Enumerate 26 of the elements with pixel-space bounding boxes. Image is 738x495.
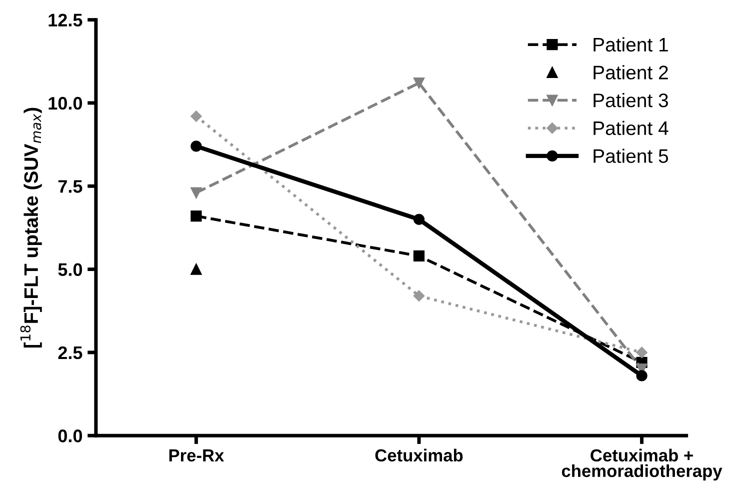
y-tick-label: 7.5: [58, 180, 82, 193]
legend-label: Patient 2: [594, 65, 668, 80]
legend-label: Patient 3: [594, 92, 668, 108]
point: [190, 110, 202, 122]
x-tick-label: Cetuximab: [375, 448, 463, 462]
legend-label: Patient 1: [594, 37, 668, 52]
point: [413, 214, 425, 225]
point: [413, 77, 425, 89]
y-tick-label: 5.0: [58, 263, 82, 276]
point: [190, 264, 202, 275]
x-tick-label: Pre-Rx: [169, 449, 224, 462]
y-tick-label: 0.0: [58, 430, 82, 442]
point: [190, 187, 202, 198]
legend-label: Patient 4: [594, 120, 668, 136]
legend-label: Patient 5: [594, 148, 668, 163]
point: [190, 210, 202, 222]
point: [636, 370, 648, 382]
y-tick-label: 12.5: [48, 14, 82, 27]
point: [413, 250, 425, 262]
x-tick-label: Cetuximab + chemoradiotherapy: [562, 448, 722, 481]
point: [413, 290, 425, 302]
y-tick-label: 10.0: [48, 96, 82, 110]
y-tick-label: 2.5: [58, 346, 82, 360]
point: [636, 346, 648, 358]
point: [190, 140, 202, 152]
y-axis-title: [$^{18}$F]-FLT uptake (SUV$_{max}$): [20, 108, 42, 348]
